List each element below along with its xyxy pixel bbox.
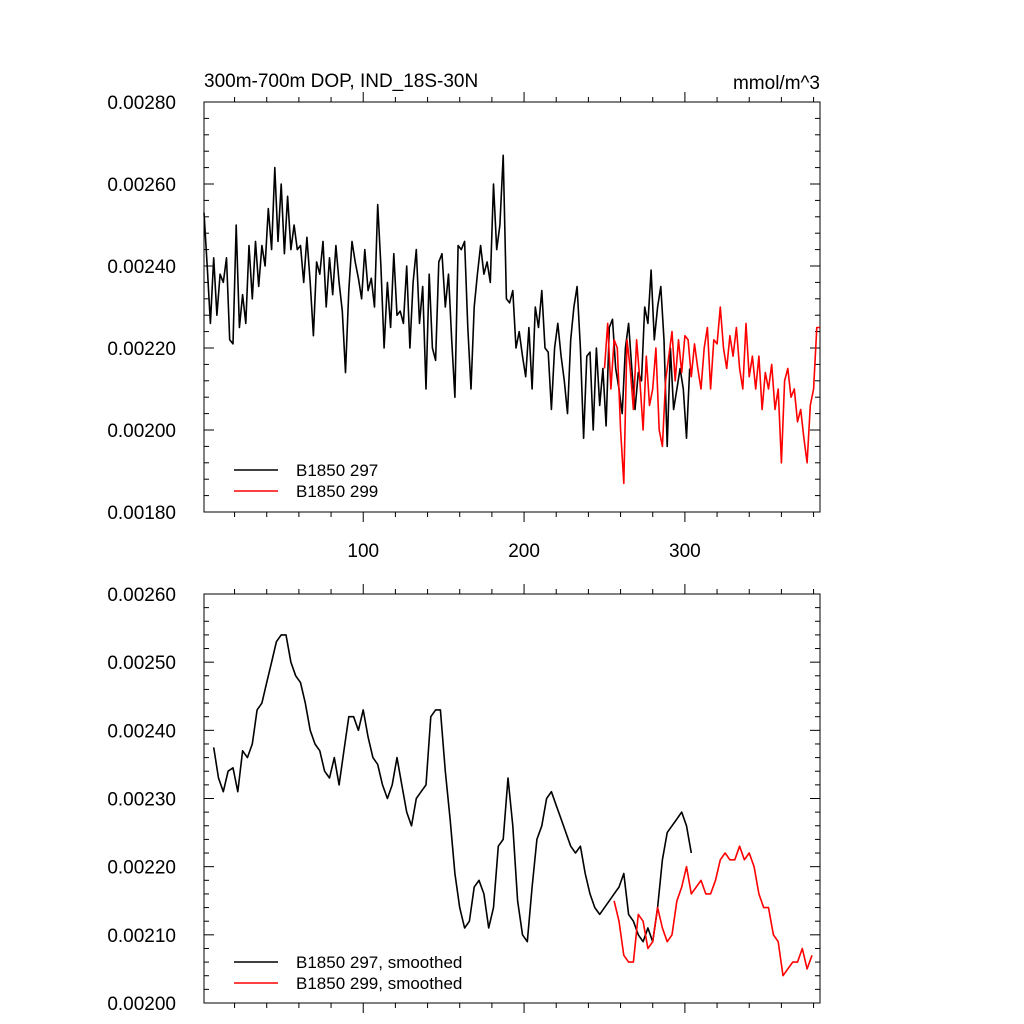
bottom-panel: 0.00200 0.00210 0.00220 0.00230 0.00240 0.002…: [107, 584, 821, 1015]
p0-y-tick-label: 0.00200: [107, 421, 176, 442]
p1-y-tick-label: 0.00210: [107, 926, 176, 947]
p0-chart-title: 300m-700m DOP, IND_18S-30N: [204, 71, 478, 92]
p1-y-tick-label: 0.00200: [107, 994, 176, 1015]
p1-plot-frame: [203, 593, 821, 1004]
p1-y-tick-label: 0.00250: [107, 653, 176, 674]
p0-series-line-b1850-299: [603, 306, 820, 485]
p1-legend-label-1: B1850 299, smoothed: [296, 974, 462, 993]
p1-series-line-b1850-299: [613, 845, 813, 977]
p1-y-tick-label: 0.00240: [107, 721, 176, 742]
p0-y-tick-label: 0.00220: [107, 339, 176, 360]
p1-series-line-b1850-297: [212, 634, 693, 943]
p0-y-tick-label: 0.00260: [107, 175, 176, 196]
p0-y-tick-label: 0.00240: [107, 257, 176, 278]
p1-legend-label-0: B1850 297, smoothed: [296, 953, 462, 972]
p0-legend-label-0: B1850 297: [296, 461, 378, 480]
p1-y-tick-label: 0.00260: [107, 585, 176, 606]
p0-plot-frame: [203, 101, 821, 513]
p0-x-tick-label: 100: [347, 541, 379, 562]
p0-legend-label-1: B1850 299: [296, 482, 378, 501]
p0-series-line-b1850-297: [203, 154, 691, 448]
p0-y-tick-label: 0.00280: [107, 93, 176, 114]
top-panel: 300m-700m DOP, IND_18S-30N mmol/m^3 0.0018…: [107, 71, 821, 562]
p0-x-tick-label: 200: [508, 541, 540, 562]
p0-units-label: mmol/m^3: [733, 73, 820, 94]
p1-y-tick-label: 0.00220: [107, 858, 176, 879]
p0-y-tick-label: 0.00180: [107, 503, 176, 524]
p1-y-tick-label: 0.00230: [107, 790, 176, 811]
p0-x-tick-label: 300: [669, 541, 701, 562]
